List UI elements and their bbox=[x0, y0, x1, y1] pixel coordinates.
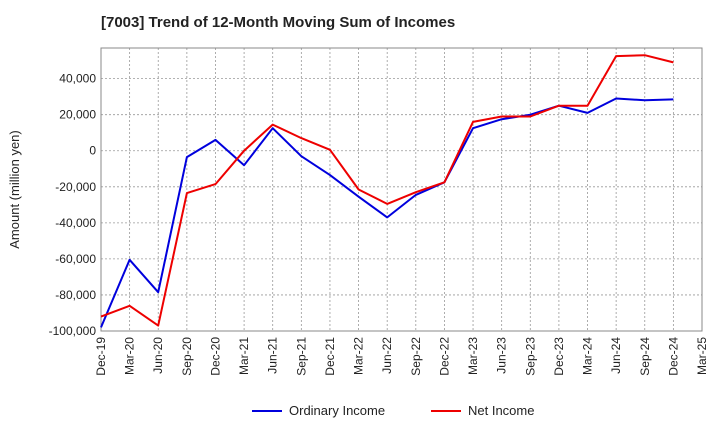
x-tick-label: Sep-20 bbox=[180, 337, 194, 376]
series-line bbox=[100, 54, 674, 327]
y-axis-label: Amount (million yen) bbox=[7, 130, 22, 249]
x-tick-label: Dec-22 bbox=[437, 337, 451, 376]
x-tick-label: Jun-22 bbox=[380, 337, 394, 374]
x-tick-label: Mar-24 bbox=[581, 337, 595, 375]
legend-label: Net Income bbox=[468, 403, 534, 418]
x-tick-label: Dec-23 bbox=[552, 337, 566, 376]
y-tick-label: -100,000 bbox=[49, 324, 97, 338]
series-line bbox=[100, 97, 674, 328]
x-tick-label: Sep-21 bbox=[294, 337, 308, 376]
y-tick-label: -80,000 bbox=[55, 288, 96, 302]
y-tick-label: -40,000 bbox=[55, 216, 96, 230]
x-tick-label: Jun-20 bbox=[151, 337, 165, 374]
x-tick-label: Jun-24 bbox=[609, 337, 623, 374]
grid-lines bbox=[100, 48, 703, 332]
x-tick-label: Mar-20 bbox=[123, 337, 137, 375]
x-tick-label: Mar-22 bbox=[352, 337, 366, 375]
x-tick-label: Mar-25 bbox=[695, 337, 709, 375]
x-tick-label: Sep-24 bbox=[638, 337, 652, 376]
x-tick-label: Jun-23 bbox=[495, 337, 509, 374]
x-tick-label: Sep-22 bbox=[409, 337, 423, 376]
x-tick-label: Mar-21 bbox=[237, 337, 251, 375]
x-tick-label: Sep-23 bbox=[523, 337, 537, 376]
y-tick-label: 0 bbox=[89, 144, 96, 158]
x-tick-label: Dec-19 bbox=[94, 337, 108, 376]
axes: 40,000 20,000 0 -20,000 -40,000 -60,000 -80,00… bbox=[7, 47, 709, 376]
y-tick-label: -60,000 bbox=[55, 252, 96, 266]
x-tick-label: Dec-21 bbox=[323, 337, 337, 376]
x-tick-label: Dec-24 bbox=[666, 337, 680, 376]
x-tick-label: Dec-20 bbox=[208, 337, 222, 376]
chart-title: [7003] Trend of 12-Month Moving Sum of I… bbox=[101, 14, 456, 31]
y-tick-label: -20,000 bbox=[55, 180, 96, 194]
x-tick-label: Jun-21 bbox=[266, 337, 280, 374]
legend-label: Ordinary Income bbox=[289, 403, 385, 418]
series-lines bbox=[100, 54, 674, 328]
legend: Ordinary Income Net Income bbox=[252, 403, 534, 418]
y-tick-label: 20,000 bbox=[59, 108, 96, 122]
x-tick-label: Mar-23 bbox=[466, 337, 480, 375]
y-tick-label: 40,000 bbox=[59, 72, 96, 86]
plot-frame bbox=[100, 47, 703, 332]
